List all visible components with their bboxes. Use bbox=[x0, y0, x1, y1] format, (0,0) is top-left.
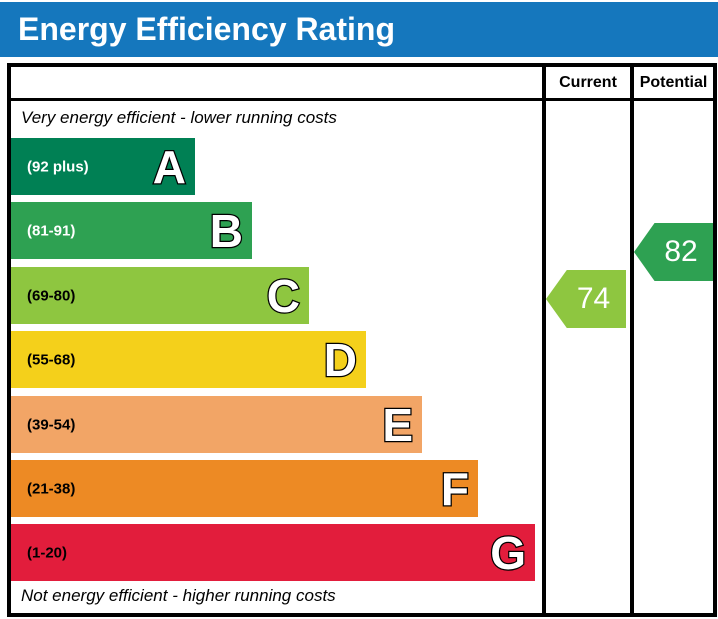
band-range-label: (69-80) bbox=[27, 287, 76, 304]
band-range-label: (81-91) bbox=[27, 222, 76, 239]
potential-column-header: Potential bbox=[639, 74, 708, 91]
band-row-e: (39-54) E bbox=[11, 396, 422, 453]
title-bar: Energy Efficiency Rating bbox=[0, 2, 718, 57]
band-bar-c: (69-80) C bbox=[11, 267, 309, 324]
efficient-note: Very energy efficient - lower running co… bbox=[21, 108, 337, 127]
band-range-label: (1-20) bbox=[27, 544, 68, 561]
band-row-d: (55-68) D bbox=[11, 331, 366, 388]
band-row-c: (69-80) C bbox=[11, 267, 309, 324]
band-bar-b: (81-91) B bbox=[11, 202, 252, 259]
band-bar-d: (55-68) D bbox=[11, 331, 366, 388]
band-letter: F bbox=[440, 462, 471, 515]
band-row-g: (1-20) G bbox=[11, 524, 535, 581]
potential-rating-value: 82 bbox=[664, 235, 698, 268]
band-range-label: (55-68) bbox=[27, 351, 76, 368]
current-column-divider bbox=[542, 67, 546, 613]
band-bar-a: (92 plus) A bbox=[11, 138, 195, 195]
page-title: Energy Efficiency Rating bbox=[18, 11, 395, 47]
band-letter: E bbox=[381, 398, 414, 451]
band-letter: D bbox=[323, 333, 359, 386]
band-row-b: (81-91) B bbox=[11, 202, 252, 259]
band-row-f: (21-38) F bbox=[11, 460, 478, 517]
header-divider-line bbox=[11, 98, 713, 101]
band-range-label: (39-54) bbox=[27, 416, 76, 433]
band-bar-f: (21-38) F bbox=[11, 460, 478, 517]
band-letter: C bbox=[266, 269, 302, 322]
band-row-a: (92 plus) A bbox=[11, 138, 195, 195]
band-letter: G bbox=[489, 526, 527, 579]
current-rating-value: 74 bbox=[576, 282, 611, 315]
band-letter: B bbox=[209, 204, 245, 257]
band-range-label: (21-38) bbox=[27, 480, 76, 497]
band-range-label: (92 plus) bbox=[27, 158, 89, 175]
current-column-header: Current bbox=[559, 74, 617, 91]
band-letter: A bbox=[152, 140, 188, 193]
potential-rating-arrow: 82 bbox=[634, 223, 713, 281]
not-efficient-note: Not energy efficient - higher running co… bbox=[21, 586, 336, 605]
current-rating-arrow: 74 bbox=[546, 270, 626, 328]
potential-column-divider bbox=[630, 67, 634, 613]
band-bar-g: (1-20) G bbox=[11, 524, 535, 581]
band-bar-e: (39-54) E bbox=[11, 396, 422, 453]
epc-rating-chart: Current Potential Very energy efficient … bbox=[7, 63, 717, 617]
